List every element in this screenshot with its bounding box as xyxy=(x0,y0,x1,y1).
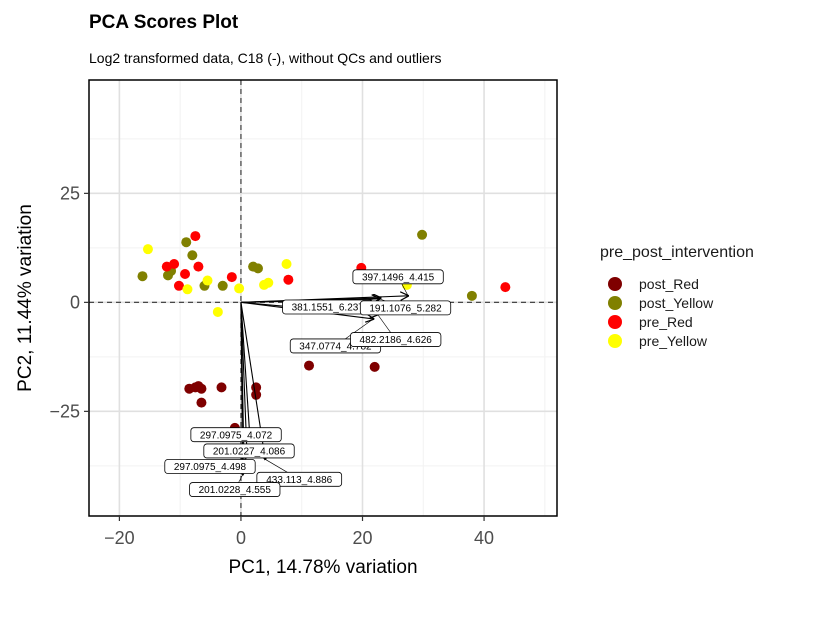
data-point-pre-red xyxy=(169,258,180,269)
legend-label: post_Red xyxy=(639,275,699,292)
plot-panel xyxy=(89,80,557,516)
label-box xyxy=(189,482,281,497)
data-point-pre-red xyxy=(190,231,201,242)
label-box xyxy=(350,332,442,347)
data-point-pre-yellow xyxy=(234,283,245,294)
y-axis: −25 0 25 xyxy=(49,183,89,421)
data-point-post-red xyxy=(216,382,227,393)
data-point-post-red xyxy=(196,383,207,394)
data-point-pre-yellow xyxy=(142,244,153,255)
legend-swatch xyxy=(608,333,622,348)
label-box xyxy=(203,443,295,459)
loading-arrow xyxy=(240,302,250,439)
label-text: 397.1496_4.415 xyxy=(362,272,435,283)
data-point-post-red xyxy=(251,389,262,400)
loading-label: 297.0975_4.498 xyxy=(164,459,256,474)
data-point-post-yellow xyxy=(181,237,192,248)
data-point-post-yellow xyxy=(217,280,228,291)
label-text: 191.1076_5.282 xyxy=(369,303,442,314)
x-axis-label: PC1, 14.78% variation xyxy=(228,557,417,578)
label-box xyxy=(190,427,282,443)
label-text: 297.0975_4.498 xyxy=(174,462,247,473)
label-box xyxy=(164,459,256,474)
legend-item-post-red: post_Red xyxy=(600,274,754,293)
legend-label: pre_Red xyxy=(639,313,693,330)
label-text: 381.1551_6.237 xyxy=(292,303,365,314)
legend: pre_post_intervention post_Red post_Yell… xyxy=(600,244,754,350)
legend-item-pre-yellow: pre_Yellow xyxy=(600,331,754,350)
legend-label: pre_Yellow xyxy=(639,332,707,349)
label-text: 201.0228_4.555 xyxy=(199,485,272,496)
chart-subtitle: Log2 transformed data, C18 (-), without … xyxy=(89,50,442,66)
y-axis-label: PC2, 11.44% variation xyxy=(15,204,36,392)
legend-label: post_Yellow xyxy=(639,294,714,311)
label-box xyxy=(352,269,444,285)
legend-swatch xyxy=(608,276,622,291)
loading-label: 191.1076_5.282 xyxy=(359,298,452,316)
data-point-pre-yellow xyxy=(281,258,292,269)
chart-title: PCA Scores Plot xyxy=(89,12,239,33)
y-tick-label: −25 xyxy=(49,401,80,421)
data-point-post-red xyxy=(196,397,207,408)
data-point-post-red xyxy=(369,361,380,372)
label-text: 482.2186_4.626 xyxy=(360,335,433,346)
data-point-pre-red xyxy=(180,269,191,280)
legend-title: pre_post_intervention xyxy=(600,244,754,261)
data-point-post-yellow xyxy=(252,263,263,274)
legend-swatch xyxy=(608,314,622,329)
legend-item-pre-red: pre_Red xyxy=(600,312,754,331)
x-tick-label: −20 xyxy=(104,528,135,548)
data-point-post-yellow xyxy=(417,229,428,240)
grid-minor xyxy=(89,80,557,516)
label-text: 347.0774_4.782 xyxy=(299,342,372,353)
label-text: 297.0975_4.072 xyxy=(200,430,273,441)
legend-swatch xyxy=(608,295,622,310)
loading-label: 397.1496_4.415 xyxy=(352,269,444,296)
plot-panel-border xyxy=(88,79,558,517)
data-point-pre-yellow xyxy=(182,284,193,295)
y-tick-label: 0 xyxy=(70,292,80,312)
data-point-pre-yellow xyxy=(202,275,213,286)
x-tick-label: 40 xyxy=(474,528,494,548)
data-point-pre-red xyxy=(500,282,511,293)
data-point-pre-red xyxy=(173,280,184,291)
label-text: 433.113_4.886 xyxy=(266,475,332,486)
data-point-post-yellow xyxy=(137,271,148,282)
data-point-post-yellow xyxy=(466,290,477,301)
data-point-pre-red xyxy=(226,272,237,283)
data-point-post-yellow xyxy=(187,250,198,261)
loading-label: 201.0228_4.555 xyxy=(189,474,281,497)
loading-label: 482.2186_4.626 xyxy=(350,314,442,347)
x-tick-label: 0 xyxy=(236,528,246,548)
x-tick-label: 20 xyxy=(352,528,372,548)
data-point-pre-yellow xyxy=(263,277,274,288)
label-text: 201.0227_4.086 xyxy=(213,447,286,458)
loading-labels: 397.1496_4.415 381.1551_6.237 191.1076_5.2… xyxy=(164,269,452,497)
legend-item-post-yellow: post_Yellow xyxy=(600,293,754,312)
data-point-post-red xyxy=(304,360,315,371)
y-tick-label: 25 xyxy=(60,183,80,203)
loading-label: 201.0227_4.086 xyxy=(203,443,295,459)
data-point-pre-yellow xyxy=(212,306,223,317)
data-point-pre-red xyxy=(283,274,294,285)
loading-label: 297.0975_4.072 xyxy=(190,427,282,443)
data-point-pre-red xyxy=(193,261,204,272)
label-box xyxy=(359,300,452,316)
x-axis: −20 0 20 40 xyxy=(104,516,494,548)
